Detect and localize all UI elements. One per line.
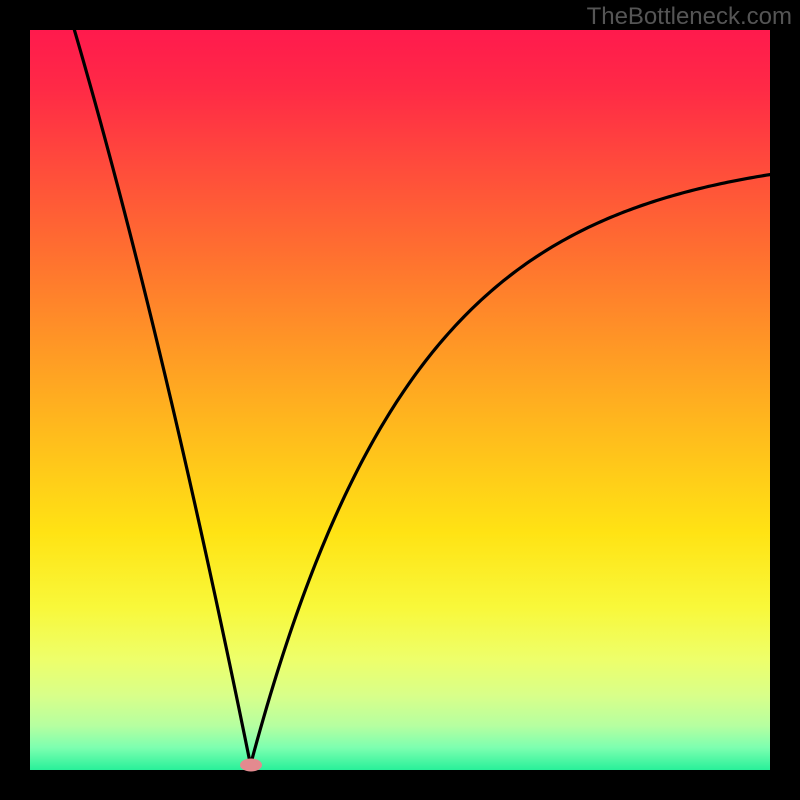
vertex-marker — [240, 758, 262, 771]
frame-left — [0, 0, 30, 800]
frame-right — [770, 0, 800, 800]
plot-area — [30, 30, 770, 770]
watermark-text: TheBottleneck.com — [587, 3, 792, 31]
figure-root: TheBottleneck.com — [0, 0, 800, 800]
bottleneck-curve — [30, 30, 770, 770]
frame-bottom — [0, 770, 800, 800]
